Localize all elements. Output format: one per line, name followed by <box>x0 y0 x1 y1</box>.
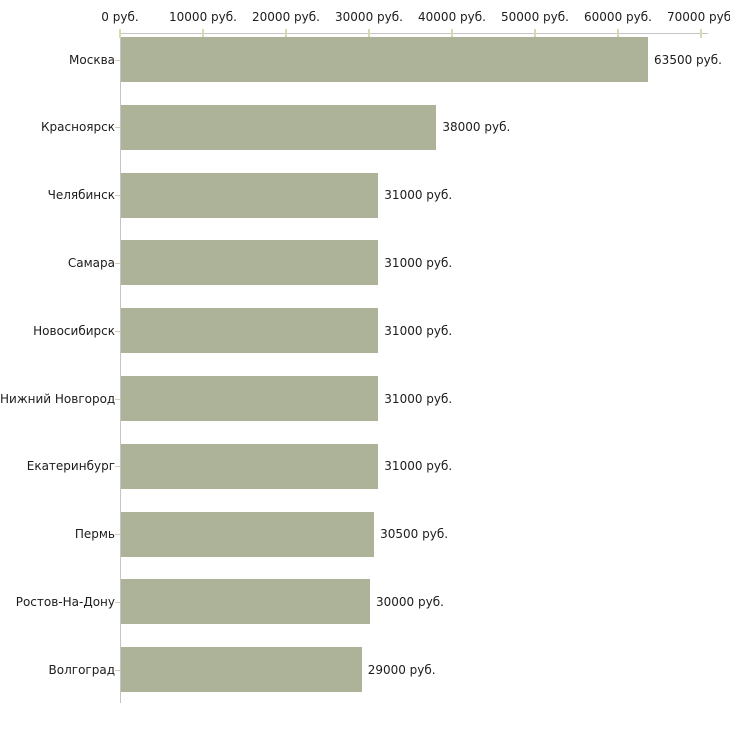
category-label: Москва <box>69 52 115 67</box>
bar-value-label: 30500 руб. <box>380 527 449 542</box>
x-axis-tick-label: 10000 руб. <box>169 10 237 24</box>
category-label: Ростов-На-Дону <box>15 594 115 609</box>
category-tick <box>115 466 120 467</box>
x-axis-tick <box>202 29 204 38</box>
category-tick <box>115 670 120 671</box>
category-label: Пермь <box>74 527 115 542</box>
bar-value-label: 31000 руб. <box>384 188 453 203</box>
x-axis-tick <box>119 29 121 38</box>
x-axis-tick <box>617 29 619 38</box>
bar-value-label: 63500 руб. <box>654 52 722 67</box>
bar-value-label: 38000 руб. <box>442 120 511 135</box>
category-tick <box>115 127 120 128</box>
x-axis-tick <box>700 29 702 38</box>
category-label: Екатеринбург <box>26 459 115 474</box>
x-axis-tick <box>368 29 370 38</box>
bar-value-label: 29000 руб. <box>367 662 436 677</box>
category-tick <box>115 399 120 400</box>
category-tick <box>115 534 120 535</box>
category-label: Волгоград <box>48 662 115 677</box>
category-label: Челябинск <box>47 188 115 203</box>
x-axis-tick <box>534 29 536 38</box>
bar-segment <box>121 376 379 421</box>
bar-value-label: 30000 руб. <box>376 594 444 609</box>
bar-value-label: 31000 руб. <box>384 459 453 474</box>
bar-value-label: 31000 руб. <box>384 391 453 406</box>
category-label: Самара <box>67 255 115 270</box>
x-axis-tick-label: 50000 руб. <box>501 10 569 24</box>
x-axis-tick-label: 30000 руб. <box>335 10 403 24</box>
x-axis-tick <box>451 29 453 38</box>
x-axis-line <box>120 33 708 34</box>
x-axis-tick <box>285 29 287 38</box>
bar-segment <box>121 511 375 557</box>
category-label: Нижний Новгород <box>0 391 116 406</box>
x-axis-tick-label: 40000 руб. <box>418 10 486 24</box>
bar-segment <box>121 579 370 625</box>
category-label: Новосибирск <box>33 323 115 338</box>
category-tick <box>115 602 120 603</box>
x-axis-tick-label: 60000 руб. <box>584 10 652 24</box>
category-tick <box>115 263 120 264</box>
bar-segment <box>121 37 649 82</box>
y-axis-line <box>120 33 121 703</box>
category-tick <box>115 195 120 196</box>
bar-value-label: 31000 руб. <box>384 323 453 338</box>
x-axis-tick-label: 0 руб. <box>101 10 139 24</box>
x-axis-tick-label: 20000 руб. <box>252 10 320 24</box>
bar-segment <box>121 443 379 489</box>
x-axis-tick-label: 70000 руб. <box>667 10 730 24</box>
bar-segment <box>121 104 437 150</box>
bar-value-label: 31000 руб. <box>384 255 453 270</box>
bar-segment <box>121 308 379 354</box>
bar-segment <box>121 647 362 693</box>
category-tick <box>115 60 120 61</box>
bar-segment <box>121 240 379 286</box>
bar-segment <box>121 172 379 218</box>
category-tick <box>115 331 120 332</box>
category-label: Красноярск <box>41 120 115 135</box>
